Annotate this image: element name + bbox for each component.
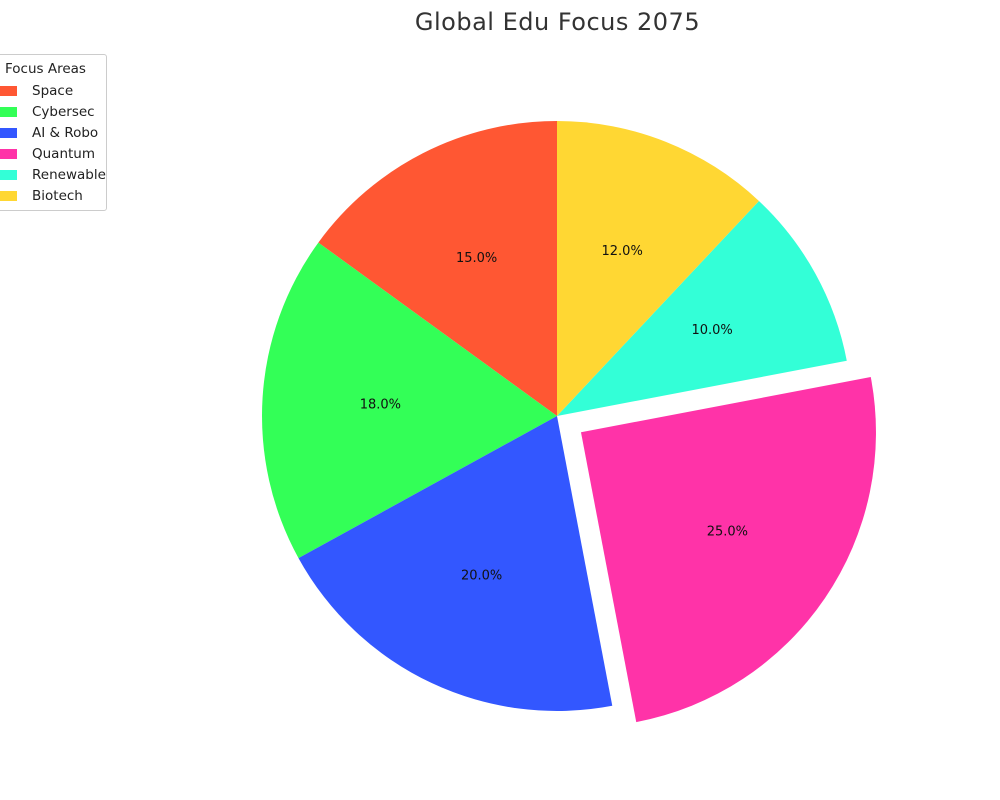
legend: Focus Areas Space Cybersec AI & Robo Quantu… <box>0 54 107 211</box>
legend-label: Quantum <box>32 145 96 162</box>
legend-swatch <box>0 106 17 117</box>
legend-label: Cybersec <box>32 103 95 120</box>
legend-item-quantum: Quantum <box>0 143 106 164</box>
legend-swatch <box>0 85 17 96</box>
pie-slice-ai-robo <box>298 416 613 711</box>
legend-label: AI & Robo <box>32 124 99 141</box>
legend-item-space: Space <box>0 80 106 101</box>
pie-label-renewable: 10.0% <box>691 323 732 338</box>
pie-labels: 15.0% 18.0% 20.0% 25.0% 10.0% 12.0% <box>360 244 748 584</box>
legend-swatch <box>0 169 17 180</box>
legend-label: Renewable <box>32 166 106 183</box>
pie-label-space: 15.0% <box>456 251 497 266</box>
legend-item-renewable: Renewable <box>0 164 106 185</box>
pie-slice-renewable <box>557 200 847 416</box>
pie-slice-biotech <box>557 121 759 416</box>
legend-title: Focus Areas <box>5 61 86 77</box>
chart-title: Global Edu Focus 2075 <box>414 8 701 36</box>
legend-item-ai-robo: AI & Robo <box>0 122 106 143</box>
pie-slices <box>262 121 876 723</box>
pie-label-quantum: 25.0% <box>707 524 748 539</box>
legend-item-biotech: Biotech <box>0 185 106 206</box>
pie-slice-quantum <box>580 377 876 723</box>
pie-label-cybersec: 18.0% <box>360 397 401 412</box>
legend-swatch <box>0 148 17 159</box>
legend-swatch <box>0 190 17 201</box>
pie-slice-space <box>318 121 557 416</box>
legend-label: Biotech <box>32 187 83 204</box>
legend-label: Space <box>32 82 74 99</box>
legend-swatch <box>0 127 17 138</box>
legend-item-cybersec: Cybersec <box>0 101 106 122</box>
pie-label-biotech: 12.0% <box>602 244 643 259</box>
legend-items: Space Cybersec AI & Robo Quantum Renewable Bi… <box>0 80 106 206</box>
pie-slice-cybersec <box>262 242 557 559</box>
pie-label-ai-robo: 20.0% <box>461 569 502 584</box>
